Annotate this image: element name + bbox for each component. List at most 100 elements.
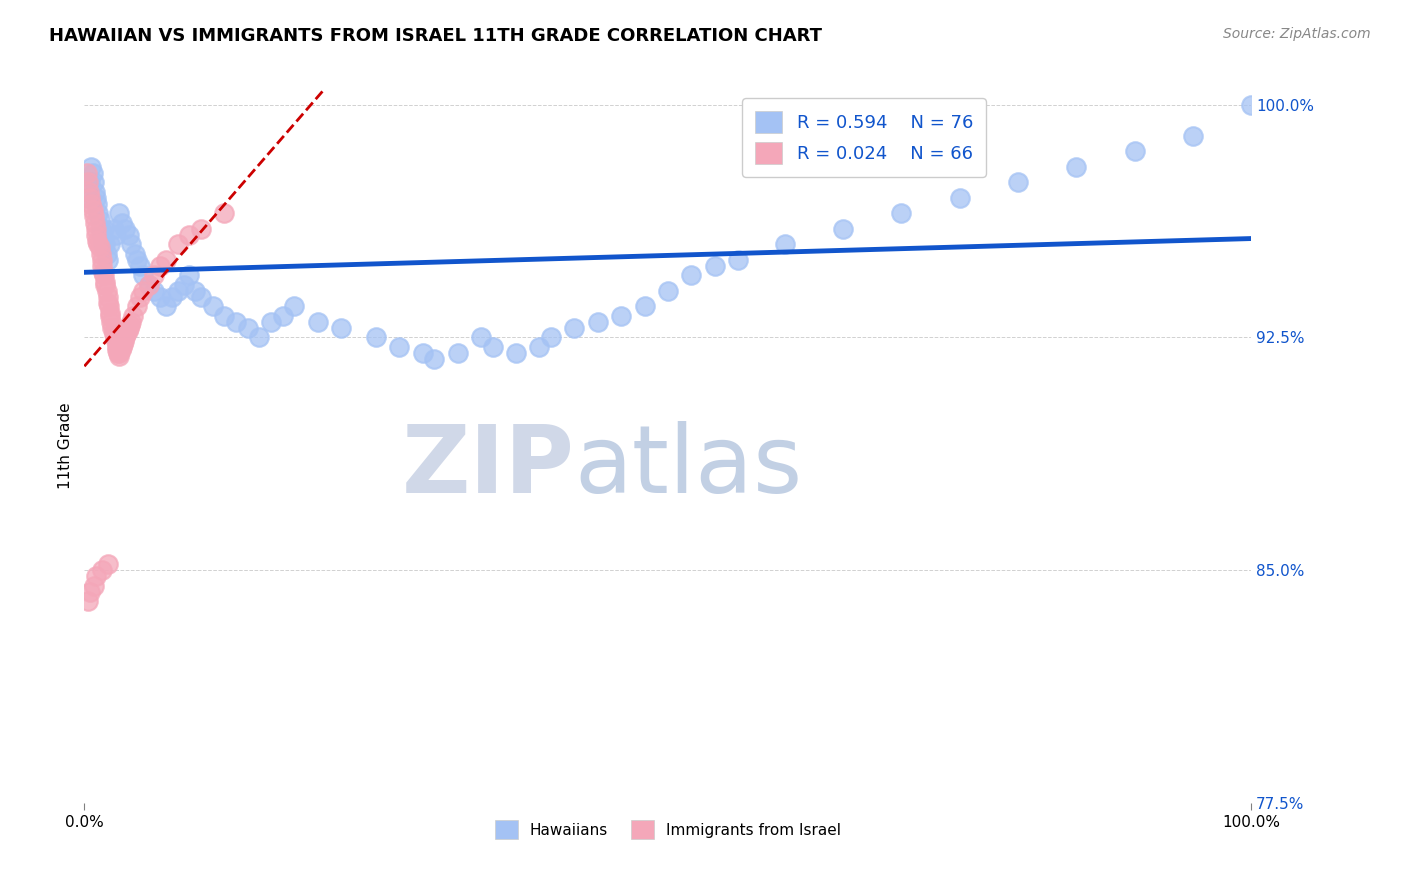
Point xyxy=(84,191,107,205)
Point xyxy=(214,206,236,220)
Point xyxy=(108,346,131,360)
Point xyxy=(84,811,107,825)
Point xyxy=(108,206,131,220)
Point xyxy=(773,237,796,252)
Point xyxy=(79,175,101,189)
Point xyxy=(105,340,128,354)
Point xyxy=(90,563,112,577)
Point xyxy=(103,222,125,236)
Point xyxy=(470,330,492,344)
Point xyxy=(97,299,120,313)
Point xyxy=(283,299,305,313)
Point xyxy=(84,227,107,242)
Point xyxy=(166,284,188,298)
Point xyxy=(633,299,655,313)
Point xyxy=(84,569,107,583)
Point xyxy=(190,290,212,304)
Point xyxy=(481,340,505,354)
Point xyxy=(104,330,127,344)
Point xyxy=(143,268,166,283)
Point xyxy=(98,305,121,319)
Point xyxy=(108,349,131,363)
Point xyxy=(97,296,120,310)
Point xyxy=(76,594,98,608)
Y-axis label: 11th Grade: 11th Grade xyxy=(58,402,73,490)
Point xyxy=(120,237,142,252)
Point xyxy=(173,277,195,292)
Text: ZIP: ZIP xyxy=(402,421,575,514)
Legend: Hawaiians, Immigrants from Israel: Hawaiians, Immigrants from Israel xyxy=(488,814,848,845)
Point xyxy=(93,222,115,236)
Point xyxy=(76,191,98,205)
Point xyxy=(249,330,271,344)
Point xyxy=(94,275,117,289)
Point xyxy=(104,334,127,348)
Point xyxy=(657,284,679,298)
Point xyxy=(111,216,134,230)
Point xyxy=(122,309,145,323)
Point xyxy=(82,203,104,218)
Point xyxy=(90,259,112,273)
Point xyxy=(564,321,586,335)
Point xyxy=(79,584,101,599)
Point xyxy=(505,346,527,360)
Point xyxy=(890,206,912,220)
Point xyxy=(225,315,247,329)
Point xyxy=(91,265,114,279)
Point xyxy=(98,309,121,323)
Point xyxy=(76,175,98,189)
Point xyxy=(143,284,166,298)
Point xyxy=(86,234,108,248)
Point xyxy=(83,579,105,593)
Point xyxy=(87,237,110,252)
Point xyxy=(160,290,183,304)
Point xyxy=(87,206,110,220)
Point xyxy=(1007,175,1029,189)
Point xyxy=(101,321,124,335)
Point xyxy=(79,191,101,205)
Point xyxy=(271,309,294,323)
Point xyxy=(447,346,470,360)
Point xyxy=(82,166,104,180)
Point xyxy=(91,237,114,252)
Point xyxy=(117,324,139,338)
Point xyxy=(83,185,105,199)
Text: atlas: atlas xyxy=(575,421,803,514)
Point xyxy=(149,290,172,304)
Point xyxy=(1181,128,1204,143)
Point xyxy=(166,237,188,252)
Point xyxy=(727,252,749,267)
Point xyxy=(118,318,141,332)
Point xyxy=(103,324,125,338)
Point xyxy=(214,309,236,323)
Text: Source: ZipAtlas.com: Source: ZipAtlas.com xyxy=(1223,27,1371,41)
Point xyxy=(681,268,703,283)
Point xyxy=(94,277,117,292)
Point xyxy=(125,299,148,313)
Point xyxy=(114,330,136,344)
Point xyxy=(529,340,551,354)
Point xyxy=(98,237,121,252)
Point xyxy=(110,343,132,357)
Point xyxy=(190,222,212,236)
Point xyxy=(149,259,172,273)
Point xyxy=(80,160,103,174)
Point xyxy=(201,299,224,313)
Point xyxy=(703,259,725,273)
Point xyxy=(129,259,152,273)
Point xyxy=(132,284,155,298)
Point xyxy=(120,315,142,329)
Point xyxy=(89,212,111,227)
Point xyxy=(260,315,283,329)
Point xyxy=(330,321,353,335)
Point xyxy=(96,284,118,298)
Point xyxy=(77,185,100,199)
Point xyxy=(111,336,134,351)
Text: HAWAIIAN VS IMMIGRANTS FROM ISRAEL 11TH GRADE CORRELATION CHART: HAWAIIAN VS IMMIGRANTS FROM ISRAEL 11TH … xyxy=(49,27,823,45)
Point xyxy=(540,330,562,344)
Point xyxy=(138,277,160,292)
Point xyxy=(112,334,135,348)
Point xyxy=(100,315,122,329)
Point xyxy=(105,343,128,357)
Point xyxy=(124,246,146,260)
